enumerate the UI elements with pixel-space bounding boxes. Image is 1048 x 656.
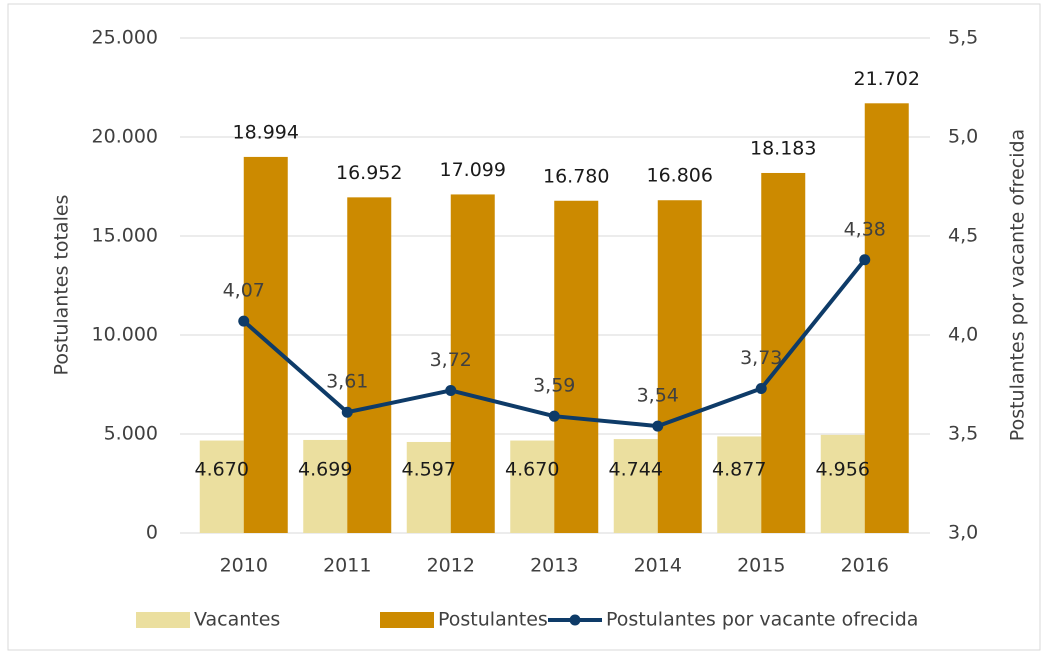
data-label: 18.994 bbox=[233, 121, 299, 143]
bar bbox=[303, 439, 348, 533]
bar bbox=[820, 434, 865, 533]
y-tick-label: 20.000 bbox=[92, 126, 158, 148]
data-label: 4.877 bbox=[712, 459, 766, 481]
y-tick-label: 10.000 bbox=[92, 324, 158, 346]
line-marker bbox=[755, 382, 767, 394]
bar bbox=[450, 194, 495, 533]
data-label: 4,07 bbox=[223, 280, 265, 302]
data-label: 18.183 bbox=[750, 137, 816, 159]
line-marker bbox=[859, 254, 871, 266]
bar bbox=[510, 440, 555, 533]
y-axis-title: Postulantes totales bbox=[51, 195, 73, 376]
data-label: 4.699 bbox=[298, 459, 352, 481]
y-tick-label: 15.000 bbox=[92, 225, 158, 247]
x-tick-label: 2014 bbox=[634, 555, 682, 577]
data-label: 3,54 bbox=[637, 385, 679, 407]
data-label: 16.952 bbox=[336, 162, 402, 184]
bar bbox=[406, 441, 451, 533]
y2-tick-label: 5,0 bbox=[948, 126, 978, 148]
x-tick-label: 2016 bbox=[841, 555, 889, 577]
bar bbox=[613, 439, 658, 533]
data-label: 3,59 bbox=[533, 375, 575, 397]
legend-swatch bbox=[380, 612, 434, 628]
y2-tick-label: 4,5 bbox=[948, 225, 978, 247]
line-marker bbox=[445, 384, 457, 396]
y-tick-label: 0 bbox=[146, 522, 158, 544]
data-label: 3,73 bbox=[740, 347, 782, 369]
y2-tick-label: 3,0 bbox=[948, 522, 978, 544]
data-label: 4.670 bbox=[195, 459, 249, 481]
data-label: 16.780 bbox=[543, 165, 609, 187]
bar bbox=[199, 440, 244, 533]
data-label: 4.956 bbox=[816, 459, 870, 481]
legend-swatch bbox=[136, 612, 190, 628]
x-tick-label: 2012 bbox=[427, 555, 475, 577]
data-label: 3,72 bbox=[430, 349, 472, 371]
legend-label: Postulantes bbox=[438, 609, 548, 631]
bar bbox=[554, 200, 599, 534]
x-tick-label: 2013 bbox=[530, 555, 578, 577]
data-label: 4.670 bbox=[505, 459, 559, 481]
x-tick-label: 2015 bbox=[737, 555, 785, 577]
legend-swatch bbox=[569, 614, 581, 626]
data-label: 4.597 bbox=[402, 459, 456, 481]
bar bbox=[347, 197, 392, 533]
line-marker bbox=[548, 410, 560, 422]
line-marker bbox=[652, 420, 664, 432]
bar bbox=[761, 172, 806, 533]
bar bbox=[243, 156, 288, 533]
y2-tick-label: 3,5 bbox=[948, 423, 978, 445]
data-label: 17.099 bbox=[440, 159, 506, 181]
y2-tick-label: 5,5 bbox=[948, 27, 978, 49]
data-label: 4.744 bbox=[609, 459, 663, 481]
data-label: 4,38 bbox=[844, 218, 886, 240]
y2-tick-label: 4,0 bbox=[948, 324, 978, 346]
line-marker bbox=[238, 315, 250, 327]
y-tick-label: 5.000 bbox=[104, 423, 158, 445]
bar bbox=[657, 200, 702, 533]
x-tick-label: 2010 bbox=[220, 555, 268, 577]
x-tick-label: 2011 bbox=[323, 555, 371, 577]
legend-label: Postulantes por vacante ofrecida bbox=[606, 609, 918, 631]
bar bbox=[864, 103, 909, 533]
y2-axis-title: Postulantes por vacante ofrecida bbox=[1007, 129, 1029, 441]
data-label: 16.806 bbox=[647, 165, 713, 187]
data-label: 21.702 bbox=[854, 68, 920, 90]
bar bbox=[717, 436, 762, 533]
data-label: 3,61 bbox=[326, 371, 368, 393]
line-marker bbox=[341, 406, 353, 418]
legend-label: Vacantes bbox=[194, 609, 280, 631]
y-tick-label: 25.000 bbox=[92, 27, 158, 49]
